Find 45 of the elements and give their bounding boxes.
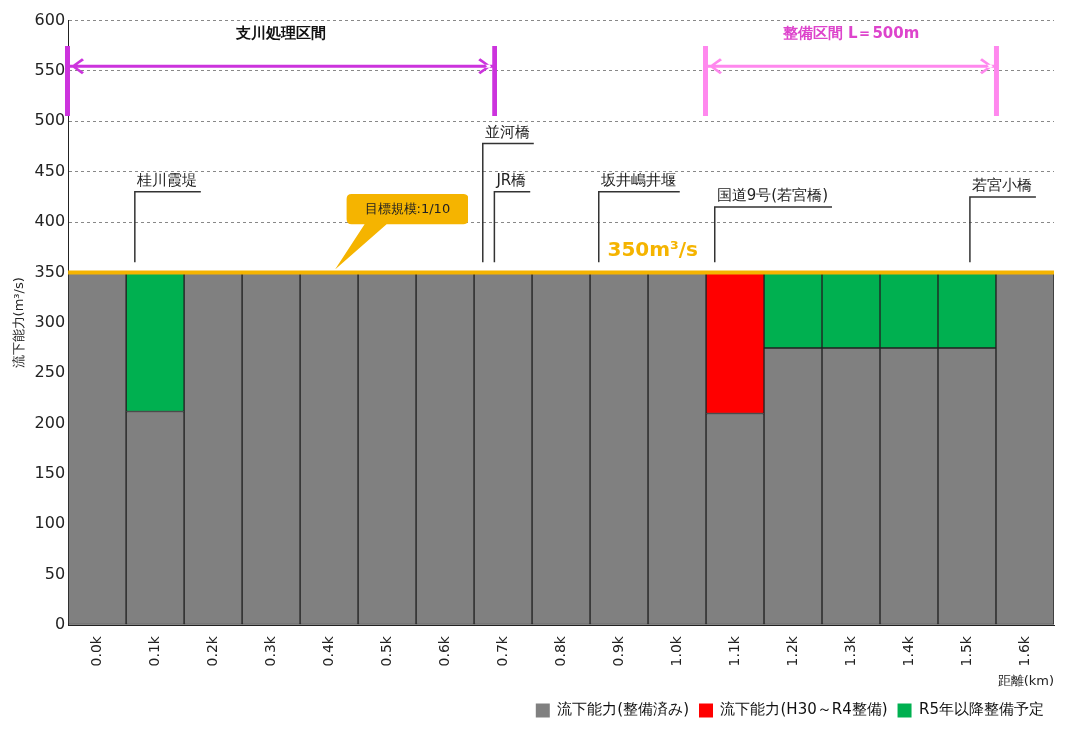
- annotation: 坂井嶋井堰: [599, 171, 676, 190]
- x-axis-title: 距離(km): [997, 672, 1054, 688]
- y-tick-label: 0: [54, 614, 66, 634]
- legend-label: 流下能力(H30～R4整備): [720, 700, 888, 719]
- x-tick-label: 1.2k: [783, 635, 800, 667]
- annotation: 若宮小橋: [971, 176, 1032, 195]
- x-tick-label: 0.1k: [145, 635, 162, 667]
- x-tick-label: 0.7k: [493, 635, 510, 667]
- annotation: 目標規模:1/10: [363, 199, 452, 218]
- x-tick-label: 1.3k: [841, 635, 858, 667]
- y-tick-label: 400: [34, 211, 66, 231]
- x-tick-label: 1.1k: [725, 635, 742, 667]
- y-tick-label: 150: [34, 463, 66, 483]
- x-tick-label: 0.4k: [319, 635, 336, 667]
- y-tick-label: 200: [34, 412, 66, 432]
- x-tick-label: 0.9k: [609, 635, 626, 667]
- y-tick-label: 50: [44, 563, 66, 583]
- x-tick-label: 0.3k: [261, 635, 278, 667]
- x-tick-label: 1.0k: [667, 635, 684, 667]
- y-tick-label: 450: [34, 160, 66, 180]
- annotation: 並河橋: [484, 122, 530, 141]
- annotation: 国道9号(若宮橋): [716, 186, 828, 205]
- y-tick-label: 600: [34, 9, 66, 29]
- x-tick-label: 0.2k: [203, 635, 220, 667]
- x-tick-label: 1.5k: [957, 635, 974, 667]
- ref-line-label: 350m³/s: [607, 236, 699, 261]
- y-tick-label: 350: [34, 261, 66, 281]
- annotation: 整備区間 L＝500m: [781, 23, 921, 43]
- x-tick-label: 0.6k: [435, 635, 452, 667]
- y-tick-label: 500: [34, 110, 66, 130]
- y-axis-title: 流下能力(m³/s): [11, 277, 27, 369]
- x-tick-label: 1.4k: [899, 635, 916, 667]
- x-tick-label: 0.8k: [551, 635, 568, 667]
- y-tick-label: 550: [34, 60, 66, 80]
- x-tick-label: 1.6k: [1015, 635, 1032, 667]
- legend-label: 流下能力(整備済み): [557, 700, 690, 719]
- y-tick-label: 300: [34, 311, 66, 331]
- x-tick-label: 0.0k: [87, 635, 104, 667]
- annotation: 桂川霞堤: [135, 171, 197, 190]
- y-tick-label: 250: [34, 362, 66, 382]
- y-tick-label: 100: [34, 513, 66, 533]
- annotation: 支川処理区間: [235, 23, 328, 43]
- x-tick-label: 0.5k: [377, 635, 394, 667]
- annotation: JR橋: [495, 171, 527, 190]
- legend-label: R5年以降整備予定: [919, 700, 1044, 719]
